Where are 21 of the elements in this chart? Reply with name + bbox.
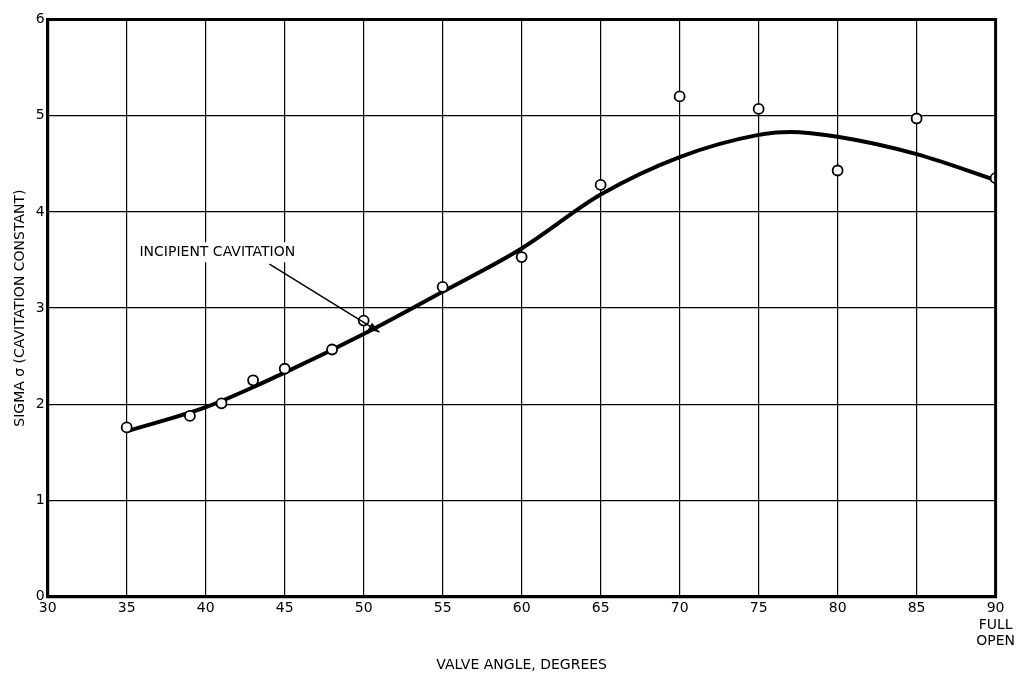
x-tick-label: 90 FULL OPEN (976, 598, 1015, 649)
annotation: INCIPIENT CAVITATION (139, 242, 296, 259)
x-tick-label: 70 (670, 598, 689, 615)
y-tick-label: 6 (35, 10, 45, 27)
x-tick-label: 45 (275, 598, 294, 615)
x-tick-label: 40 (196, 598, 215, 615)
x-axis-title: VALVE ANGLE, DEGREES (436, 656, 608, 673)
y-tick-label: 3 (35, 298, 45, 315)
x-tick-label: 75 (749, 598, 768, 615)
y-tick-label: 4 (35, 202, 45, 219)
y-tick-label: 5 (35, 106, 45, 123)
x-tick-label: 85 (907, 598, 926, 615)
y-axis-title: SIGMA σ (CAVITATION CONSTANT) (11, 189, 28, 427)
x-tick-label: 50 (354, 598, 373, 615)
x-tick-label: 65 (591, 598, 610, 615)
x-tick-label: 35 (117, 598, 136, 615)
x-tick-label: 60 (512, 598, 531, 615)
y-tick-label: 1 (35, 491, 45, 508)
y-tick-label: 2 (35, 394, 45, 411)
x-tick-label: 80 (828, 598, 847, 615)
x-tick-label: 55 (433, 598, 452, 615)
